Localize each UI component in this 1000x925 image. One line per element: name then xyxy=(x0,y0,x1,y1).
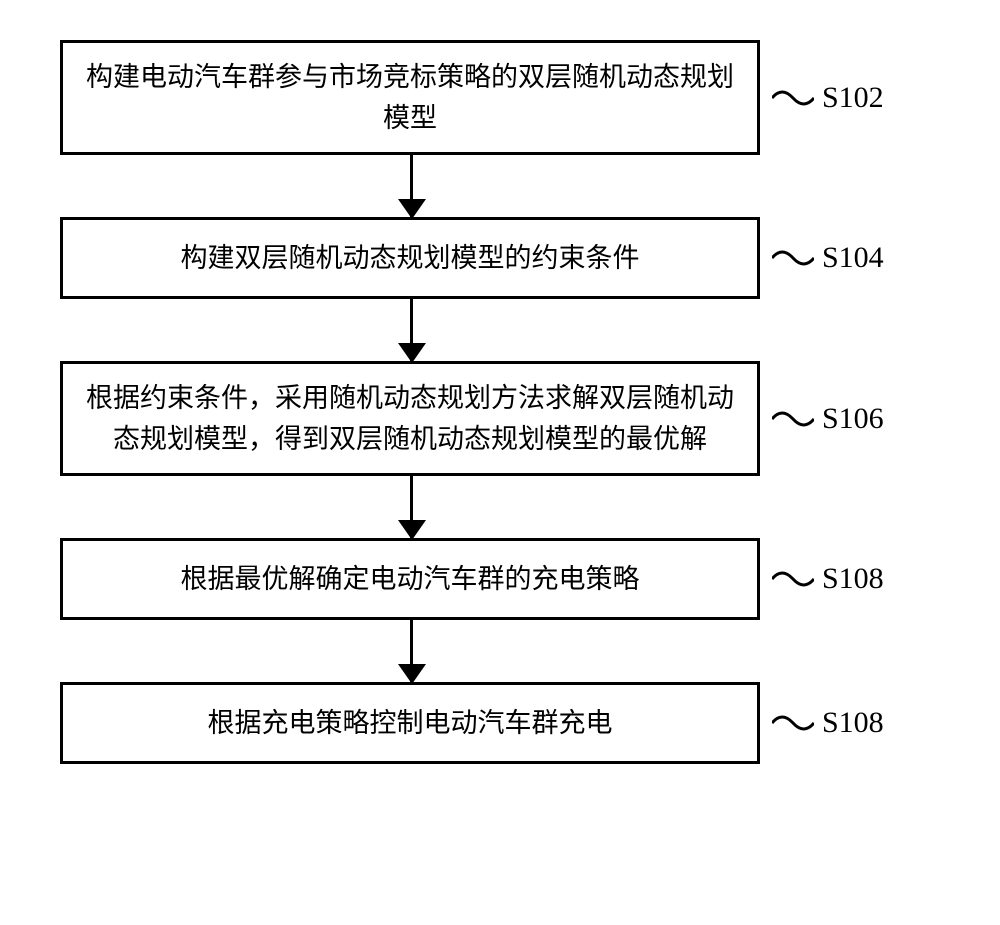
curve-icon xyxy=(772,86,814,110)
curve-icon xyxy=(772,711,814,735)
connector-2 xyxy=(410,299,413,361)
step-box-5: 根据充电策略控制电动汽车群充电 xyxy=(60,682,760,764)
arrow-icon xyxy=(398,664,426,684)
connector-1 xyxy=(410,155,413,217)
step-row-4: 根据最优解确定电动汽车群的充电策略 S108 xyxy=(60,538,940,620)
label-connector-1: S102 xyxy=(772,81,884,115)
step-box-1: 构建电动汽车群参与市场竞标策略的双层随机动态规划模型 xyxy=(60,40,760,155)
curve-icon xyxy=(772,407,814,431)
step-label-4: S108 xyxy=(822,562,884,596)
step-row-2: 构建双层随机动态规划模型的约束条件 S104 xyxy=(60,217,940,299)
curve-icon xyxy=(772,246,814,270)
step-label-1: S102 xyxy=(822,81,884,115)
step-row-1: 构建电动汽车群参与市场竞标策略的双层随机动态规划模型 S102 xyxy=(60,40,940,155)
connector-4 xyxy=(410,620,413,682)
flowchart-container: 构建电动汽车群参与市场竞标策略的双层随机动态规划模型 S102 构建双层随机动态… xyxy=(60,40,940,764)
step-label-5: S108 xyxy=(822,706,884,740)
step-row-3: 根据约束条件，采用随机动态规划方法求解双层随机动态规划模型，得到双层随机动态规划… xyxy=(60,361,940,476)
step-label-2: S104 xyxy=(822,241,884,275)
arrow-icon xyxy=(398,199,426,219)
label-connector-4: S108 xyxy=(772,562,884,596)
arrow-icon xyxy=(398,343,426,363)
curve-icon xyxy=(772,567,814,591)
step-box-3: 根据约束条件，采用随机动态规划方法求解双层随机动态规划模型，得到双层随机动态规划… xyxy=(60,361,760,476)
step-box-4: 根据最优解确定电动汽车群的充电策略 xyxy=(60,538,760,620)
step-box-2: 构建双层随机动态规划模型的约束条件 xyxy=(60,217,760,299)
label-connector-5: S108 xyxy=(772,706,884,740)
step-row-5: 根据充电策略控制电动汽车群充电 S108 xyxy=(60,682,940,764)
label-connector-2: S104 xyxy=(772,241,884,275)
label-connector-3: S106 xyxy=(772,402,884,436)
arrow-icon xyxy=(398,520,426,540)
connector-3 xyxy=(410,476,413,538)
step-label-3: S106 xyxy=(822,402,884,436)
